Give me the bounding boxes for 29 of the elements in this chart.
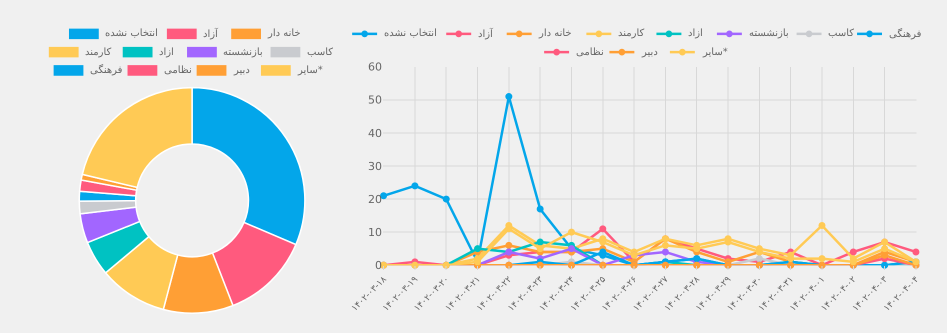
y-tick-label: 50 xyxy=(368,94,382,107)
y-tick-label: 30 xyxy=(368,160,382,173)
legend-label: ازاد xyxy=(688,28,703,39)
legend-label: کاسب xyxy=(307,47,334,58)
legend-label: خانه دار xyxy=(538,28,572,39)
legend-label: نظامی xyxy=(576,47,604,58)
legend-label: آزاد xyxy=(203,27,220,40)
y-tick-label: 20 xyxy=(368,192,382,206)
legend-label: خانه دار xyxy=(267,28,301,39)
legend-label: بازنشسته xyxy=(749,28,789,39)
legend-label: ازاد xyxy=(159,47,174,58)
legend-label: فرهنگی xyxy=(90,64,123,76)
legend-label: سایر* xyxy=(297,65,323,76)
legend-label: بازنشسته xyxy=(223,47,263,58)
y-tick-label: 0 xyxy=(374,259,382,272)
legend-label: فرهنگی xyxy=(889,28,922,40)
legend-label: انتخاب نشده xyxy=(384,28,437,39)
legend-label: سایر* xyxy=(702,47,728,58)
y-tick-label: 10 xyxy=(368,226,382,239)
legend-label: نظامی xyxy=(164,65,192,76)
legend-label: کارمند xyxy=(85,47,112,58)
legend-label: دبیر xyxy=(233,65,250,76)
legend-label: کاسب xyxy=(828,28,854,39)
legend-label: انتخاب نشده xyxy=(105,28,158,39)
y-tick-label: 40 xyxy=(368,126,382,140)
y-tick-label: 60 xyxy=(368,60,382,74)
legend-label: آزاد xyxy=(478,27,494,40)
legend-label: دبیر xyxy=(641,47,658,58)
legend-label: کارمند xyxy=(618,28,644,39)
